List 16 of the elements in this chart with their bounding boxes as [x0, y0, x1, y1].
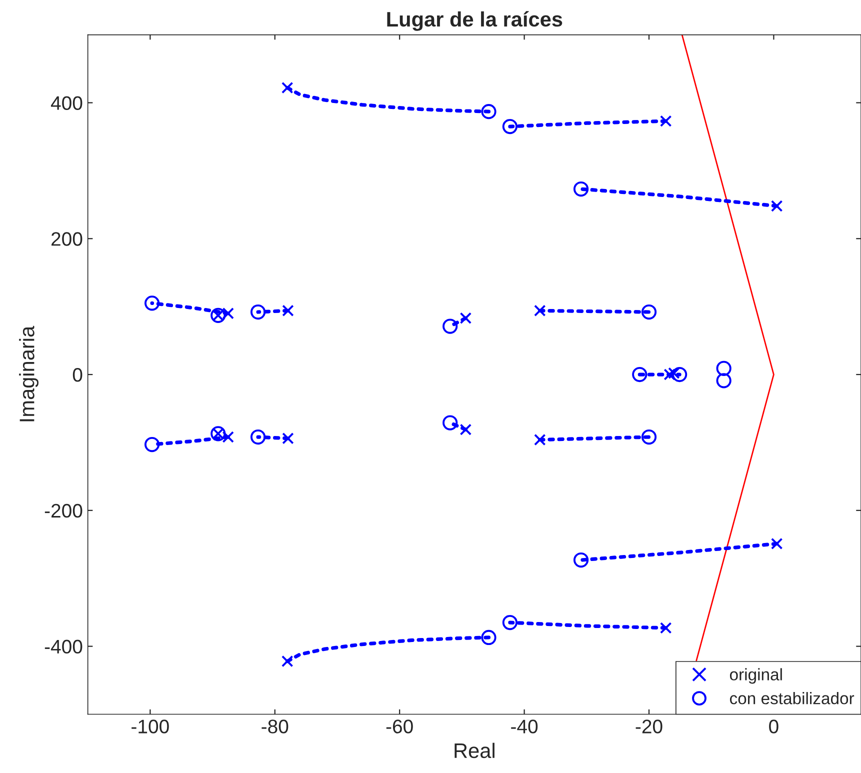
y-tick-label: 200	[52, 232, 82, 246]
y-tick-label: 400	[50, 96, 82, 110]
y-tick-label: -200	[44, 504, 82, 518]
x-axis-title: Real	[454, 742, 494, 758]
x-tick-label: 0	[769, 720, 778, 734]
y-axis-title: Imaginaria	[19, 326, 38, 422]
x-tick-label: -80	[262, 720, 288, 734]
x-tick-label: -40	[511, 720, 538, 734]
x-tick-label: -60	[386, 720, 413, 734]
legend-label: con estabilizador	[730, 692, 854, 704]
chart-title: Lugar de la raíces	[387, 11, 562, 31]
legend-label: original	[730, 668, 782, 684]
y-tick-label: -400	[44, 640, 82, 654]
x-tick-label: -100	[132, 720, 169, 734]
x-tick-label: -20	[636, 720, 662, 734]
y-tick-label: 0	[72, 368, 82, 382]
